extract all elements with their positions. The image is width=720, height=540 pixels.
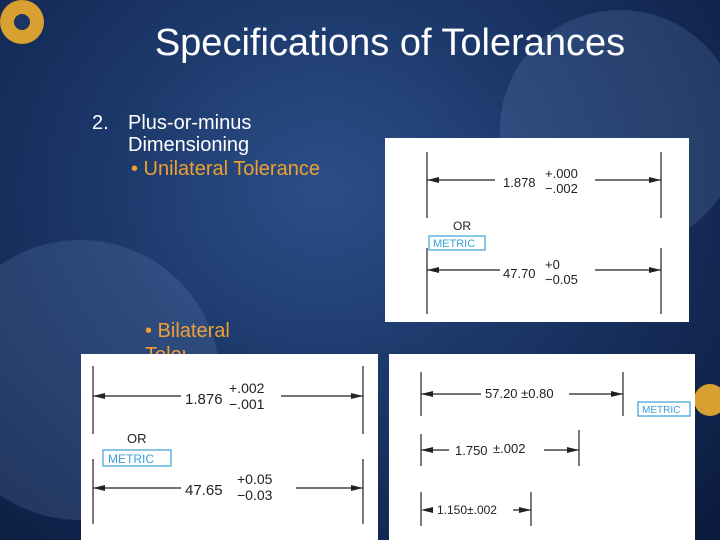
eq-dim1: 57.20 ±0.80	[485, 386, 554, 401]
bil-metric-lower: −0.03	[237, 487, 273, 503]
eq-dim3: 1.150±.002	[437, 503, 497, 517]
uni-metric-label: METRIC	[433, 238, 475, 250]
bil-inch-upper: +.002	[229, 380, 265, 396]
equal-bilateral-figure: 57.20 ±0.80 METRIC 1.750 ±.002 1.150±.00…	[389, 354, 695, 540]
bullet-bilateral: • Bilateral	[145, 320, 230, 342]
uni-metric-upper: +0	[545, 257, 560, 272]
unilateral-tolerance-figure: 1.878 +.000 −.002 OR METRIC 47.70 +0 −0.…	[385, 138, 689, 322]
bil-inch-lower: −.001	[229, 396, 265, 412]
slide-title: Specifications of Tolerances	[154, 22, 626, 64]
bil-metric-label: METRIC	[108, 452, 154, 466]
eq-dim2-tol: ±.002	[493, 441, 525, 456]
bullet-bilateral-cut: Tolerance	[145, 344, 185, 354]
bil-metric-upper: +0.05	[237, 471, 273, 487]
bil-or-label: OR	[127, 431, 147, 446]
bil-metric-box	[102, 449, 172, 467]
list-item-number: 2.	[92, 112, 109, 134]
eq-metric-box	[637, 401, 691, 417]
bilateral-tolerance-figure: 1.876 +.002 −.001 OR METRIC 47.65 +0.05 …	[81, 354, 378, 540]
list-item-text: Plus-or-minus Dimensioning	[128, 112, 252, 156]
eq-dim2-value: 1.750	[455, 443, 488, 458]
uni-or-label: OR	[453, 219, 471, 233]
bil-metric-value: 47.65	[185, 482, 223, 499]
uni-inch-value: 1.878	[503, 175, 536, 190]
bullet-unilateral: • Unilateral Tolerance	[131, 158, 320, 180]
bil-inch-value: 1.876	[185, 391, 223, 408]
eq-metric-label: METRIC	[642, 405, 680, 416]
uni-metric-value: 47.70	[503, 266, 536, 281]
uni-inch-upper: +.000	[545, 166, 578, 181]
uni-metric-lower: −0.05	[545, 272, 578, 287]
uni-metric-box	[428, 235, 486, 251]
uni-inch-lower: −.002	[545, 181, 578, 196]
